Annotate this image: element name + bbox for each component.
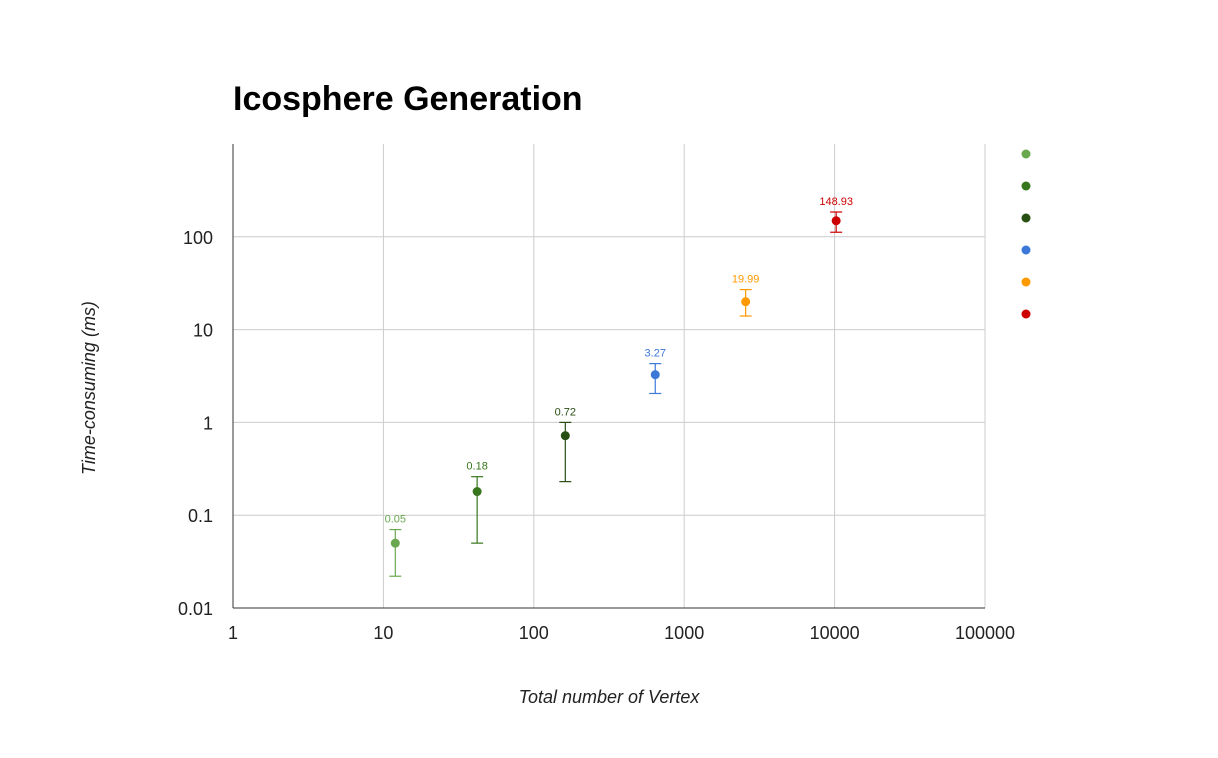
legend-marker [1021, 213, 1031, 223]
data-point [650, 370, 660, 380]
data-point [831, 216, 841, 226]
x-tick-label: 10000 [810, 623, 860, 643]
data-point [560, 431, 570, 441]
x-tick-label: 100000 [955, 623, 1015, 643]
legend-marker [1021, 277, 1031, 287]
data-label: 19.99 [732, 274, 760, 286]
x-axis-title: Total number of Vertex [519, 687, 701, 707]
x-tick-label: 1 [228, 623, 238, 643]
y-tick-label: 1 [203, 413, 213, 433]
y-tick-label: 100 [183, 228, 213, 248]
x-tick-label: 100 [519, 623, 549, 643]
legend-marker [1021, 149, 1031, 159]
y-axis-title: Time-consuming (ms) [79, 301, 99, 475]
y-tick-label: 0.1 [188, 506, 213, 526]
legend-marker [1021, 181, 1031, 191]
legend-marker [1021, 309, 1031, 319]
x-tick-label: 1000 [664, 623, 704, 643]
y-tick-label: 0.01 [178, 599, 213, 619]
data-label: 0.72 [555, 406, 576, 418]
chart-title: Icosphere Generation [233, 80, 583, 118]
data-label: 148.93 [819, 196, 853, 208]
data-label: 0.05 [385, 514, 406, 526]
x-tick-label: 10 [373, 623, 393, 643]
legend-marker [1021, 245, 1031, 255]
data-label: 3.27 [645, 348, 666, 360]
data-point [472, 487, 482, 497]
data-point [741, 297, 751, 307]
y-tick-label: 10 [193, 321, 213, 341]
data-point [390, 538, 400, 548]
data-label: 0.18 [466, 461, 487, 473]
